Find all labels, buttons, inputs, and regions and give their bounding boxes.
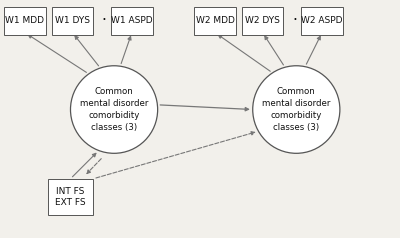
Text: W2 DYS: W2 DYS xyxy=(245,16,280,25)
Text: W2 ASPD: W2 ASPD xyxy=(301,16,343,25)
FancyBboxPatch shape xyxy=(4,7,46,35)
FancyBboxPatch shape xyxy=(48,179,93,215)
Text: W2 MDD: W2 MDD xyxy=(196,16,234,25)
Ellipse shape xyxy=(70,66,158,153)
Text: W1 ASPD: W1 ASPD xyxy=(111,16,153,25)
FancyBboxPatch shape xyxy=(194,7,236,35)
Text: ·: · xyxy=(292,13,297,28)
FancyBboxPatch shape xyxy=(111,7,153,35)
Text: W1 MDD: W1 MDD xyxy=(6,16,44,25)
Text: W1 DYS: W1 DYS xyxy=(55,16,90,25)
Text: INT FS
EXT FS: INT FS EXT FS xyxy=(55,187,86,207)
FancyBboxPatch shape xyxy=(52,7,93,35)
FancyBboxPatch shape xyxy=(301,7,343,35)
Text: Common
mental disorder
comorbidity
classes (3): Common mental disorder comorbidity class… xyxy=(80,87,148,132)
FancyBboxPatch shape xyxy=(242,7,284,35)
Text: Common
mental disorder
comorbidity
classes (3): Common mental disorder comorbidity class… xyxy=(262,87,330,132)
Ellipse shape xyxy=(253,66,340,153)
Text: ·: · xyxy=(102,13,107,28)
